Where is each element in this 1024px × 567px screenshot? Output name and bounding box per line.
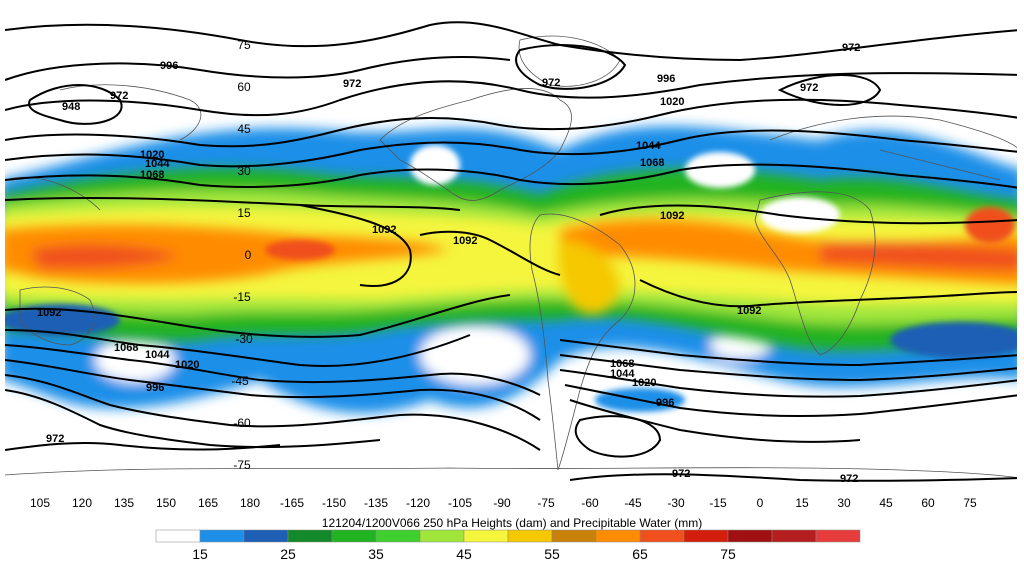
lon-label: 30: [837, 496, 851, 510]
legend-swatch: [243, 529, 289, 543]
lon-label: -45: [624, 496, 642, 510]
lat-label-m45: -45: [231, 374, 249, 388]
contour-label-972: 972: [343, 78, 361, 90]
contour-label-972: 972: [840, 473, 858, 485]
legend-swatch: [199, 529, 245, 543]
contour-label-972: 972: [110, 90, 128, 102]
legend-swatch: [155, 529, 201, 543]
contour-label-1068: 1068: [140, 169, 164, 181]
contour-label-1020: 1020: [660, 96, 684, 108]
contour-label-972: 972: [800, 82, 818, 94]
lon-label: -90: [493, 496, 511, 510]
figure-title: 121204/1200V066 250 hPa Heights (dam) an…: [322, 516, 702, 530]
lon-label: 105: [30, 496, 50, 510]
longitude-labels: 105 120 135 150 165 180 -165 -150 -135 -…: [30, 496, 977, 510]
contour-label-1020: 1020: [140, 149, 164, 161]
coastlines: [5, 35, 1017, 478]
lon-label: 165: [198, 496, 218, 510]
lat-label-m15: -15: [233, 290, 251, 304]
contour-label-1092: 1092: [453, 235, 477, 247]
legend-tick-label: 45: [456, 546, 472, 562]
lon-label: 45: [879, 496, 893, 510]
lon-label: 60: [921, 496, 935, 510]
contour-label-1020: 1020: [632, 377, 656, 389]
lon-label: 0: [757, 496, 764, 510]
contour-label-972: 972: [542, 77, 560, 89]
legend-swatch: [507, 529, 553, 543]
lon-label: -135: [364, 496, 388, 510]
lon-label: 120: [72, 496, 92, 510]
legend-tick-labels: 15 25 35 45 55 65 75: [192, 546, 736, 562]
contour-label-972: 972: [46, 433, 64, 445]
contour-label-948: 948: [62, 101, 80, 113]
contour-label-1092: 1092: [372, 224, 396, 236]
lon-label: 15: [795, 496, 809, 510]
contour-label-1068: 1068: [114, 342, 138, 354]
lat-label-30: 30: [237, 164, 251, 178]
lat-label-m30: -30: [235, 332, 253, 346]
lat-label-75: 75: [237, 38, 251, 52]
legend-swatch: [463, 529, 509, 543]
lat-label-15: 15: [237, 206, 251, 220]
legend-swatch: [419, 529, 465, 543]
legend-swatch: [815, 529, 861, 543]
contour-label-996: 996: [657, 73, 675, 85]
contour-label-1092: 1092: [37, 307, 61, 319]
lon-label: -30: [667, 496, 685, 510]
latitude-labels: 75 60 45 30 15 0 -15 -30 -45 -60 -75: [231, 38, 253, 472]
legend-swatch: [683, 529, 729, 543]
legend-swatch: [595, 529, 641, 543]
contour-label-1044: 1044: [145, 349, 170, 361]
lon-label: -150: [322, 496, 346, 510]
contour-label-972: 972: [842, 42, 860, 54]
legend-swatch: [331, 529, 377, 543]
contour-label-1044: 1044: [610, 368, 635, 380]
contour-labels: 948 972 996 972 972 996 1020 972 972 102…: [37, 42, 860, 485]
lon-label: -15: [709, 496, 727, 510]
legend-swatch: [639, 529, 685, 543]
legend-tick-label: 15: [192, 546, 208, 562]
legend-swatch: [771, 529, 817, 543]
contour-label-1092: 1092: [737, 305, 761, 317]
lat-label-m75: -75: [233, 458, 251, 472]
contour-label-996: 996: [146, 382, 164, 394]
contour-label-1020: 1020: [175, 359, 199, 371]
legend-tick-label: 75: [720, 546, 736, 562]
legend-swatch: [551, 529, 597, 543]
height-contours: [5, 21, 1017, 482]
contour-label-972: 972: [672, 468, 690, 480]
lon-label: -105: [448, 496, 472, 510]
legend-swatch: [287, 529, 333, 543]
legend-swatch: [727, 529, 773, 543]
lon-label: -165: [280, 496, 304, 510]
lon-label: 180: [240, 496, 260, 510]
legend-tick-label: 55: [544, 546, 560, 562]
legend-swatch: [375, 529, 421, 543]
lon-label: 150: [156, 496, 176, 510]
legend-tick-label: 35: [368, 546, 384, 562]
lon-label: -60: [581, 496, 599, 510]
lat-label-60: 60: [237, 80, 251, 94]
lat-label-m60: -60: [233, 416, 251, 430]
lon-label: 135: [114, 496, 134, 510]
lon-label: 75: [963, 496, 977, 510]
contour-label-1068: 1068: [640, 157, 664, 169]
contour-label-1044: 1044: [145, 158, 170, 170]
lon-label: -75: [537, 496, 555, 510]
legend-color-bar: [155, 529, 861, 543]
contour-label-1068: 1068: [610, 358, 634, 370]
lat-label-45: 45: [237, 122, 251, 136]
contour-label-996: 996: [656, 397, 674, 409]
lon-label: -120: [406, 496, 430, 510]
contour-label-996: 996: [160, 60, 178, 72]
lat-label-0: 0: [245, 248, 252, 262]
contour-label-1044: 1044: [636, 140, 661, 152]
legend-tick-label: 65: [632, 546, 648, 562]
contour-label-1092: 1092: [660, 210, 684, 222]
legend-tick-label: 25: [280, 546, 296, 562]
